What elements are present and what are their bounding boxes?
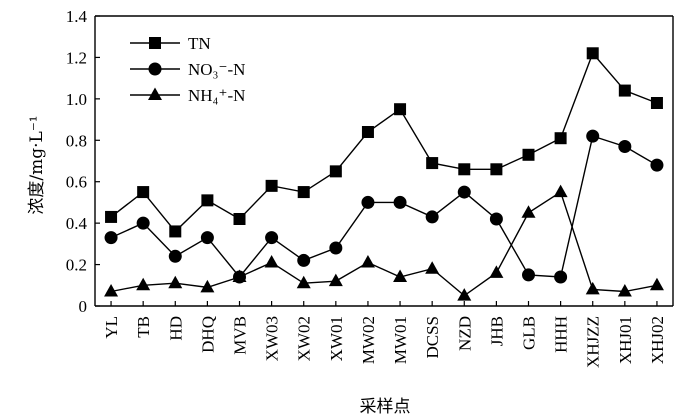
x-tick-label: TB [134,316,153,338]
data-point [458,163,471,176]
series-square [105,47,663,238]
y-tick-label: 0.2 [66,256,87,275]
series-group [104,47,664,301]
data-point [457,288,472,301]
x-tick-label: XHJZZ [584,316,603,368]
data-point [394,103,407,116]
data-point [200,279,215,293]
y-tick-label: 1.4 [66,7,88,26]
legend-label: TN [188,34,211,53]
legend: TN NO₃⁻-N NH₄⁺-N [130,34,245,105]
x-tick-label: XW03 [263,316,282,361]
x-tick-label: HHH [552,316,571,353]
y-tick-label: 1.2 [66,48,87,67]
x-tick-label: XHJ01 [616,316,635,364]
data-point [522,148,535,161]
data-point [104,231,118,245]
x-tick-label: YL [102,316,121,339]
legend-label: NH₄⁺-N [188,86,245,105]
x-tick-label: XHJ02 [648,316,667,364]
data-point [585,281,600,295]
data-point [329,241,343,255]
data-point [361,195,375,209]
data-point [618,140,632,153]
data-point [522,268,535,282]
data-point [617,284,632,297]
x-tick-label: XW01 [327,316,346,361]
x-tick-label: XW02 [295,316,314,361]
data-point [168,275,183,289]
data-point [649,277,664,291]
data-point [425,210,439,224]
legend-marker [149,37,161,49]
y-tick-label: 0.6 [66,173,87,192]
x-tick-label: MW01 [391,316,410,364]
data-point [360,255,375,268]
series-circle [104,129,664,284]
x-tick-label: JHB [487,316,506,346]
data-point [328,273,343,287]
data-point [489,265,504,278]
data-point [393,269,408,282]
legend-marker [148,87,162,100]
data-point [297,186,310,199]
series-triangle [104,184,664,301]
data-point [200,231,214,245]
y-tick-label: 0.8 [66,131,87,150]
x-tick-label: NZD [455,316,474,351]
plot-area: 0 0.2 0.4 0.6 0.8 1.0 1.2 1.4 YL TB HD DHQ MVB XW03 XW… [66,7,674,368]
y-tick-label: 1.0 [66,90,87,109]
data-point [490,163,503,176]
x-tick-label: DCSS [423,316,442,359]
x-tick-label: MW02 [359,316,378,364]
data-point [554,270,568,284]
data-point [426,157,439,170]
data-point [489,212,503,226]
data-point [136,216,150,230]
data-point [136,277,151,291]
data-point [137,186,150,199]
data-point [265,231,279,245]
y-tick-label: 0 [79,297,88,316]
data-point [650,158,664,172]
x-axis-title: 采样点 [360,397,411,417]
y-axis-title: 浓度/mg·L⁻¹ [27,115,47,214]
data-point [264,255,279,268]
data-point [265,179,278,192]
data-point [586,129,600,143]
data-point [297,253,311,267]
data-point [168,249,182,263]
x-tick-label: DHQ [198,316,217,353]
y-tick-label: 0.4 [66,214,88,233]
data-point [232,269,247,282]
data-point [233,213,246,225]
data-point [586,47,599,60]
data-point [201,194,214,207]
data-point [425,261,440,274]
x-tick-label: MVB [231,316,250,355]
data-point [650,97,663,109]
data-point [105,210,118,223]
data-point [457,185,471,199]
data-point [329,165,342,178]
x-tick-label: HD [166,316,185,341]
series-line [110,135,658,279]
series-line [110,51,658,233]
data-point [169,225,182,238]
data-point [393,195,407,209]
x-tick-label: GLB [520,316,539,350]
legend-label: NO₃⁻-N [188,60,245,79]
series-line [110,190,658,297]
data-point [296,275,311,289]
data-point [104,284,119,297]
legend-marker [148,62,162,76]
data-point [554,132,567,145]
data-point [361,126,374,138]
data-point [618,84,631,97]
data-point [521,205,536,218]
data-point [553,184,568,198]
